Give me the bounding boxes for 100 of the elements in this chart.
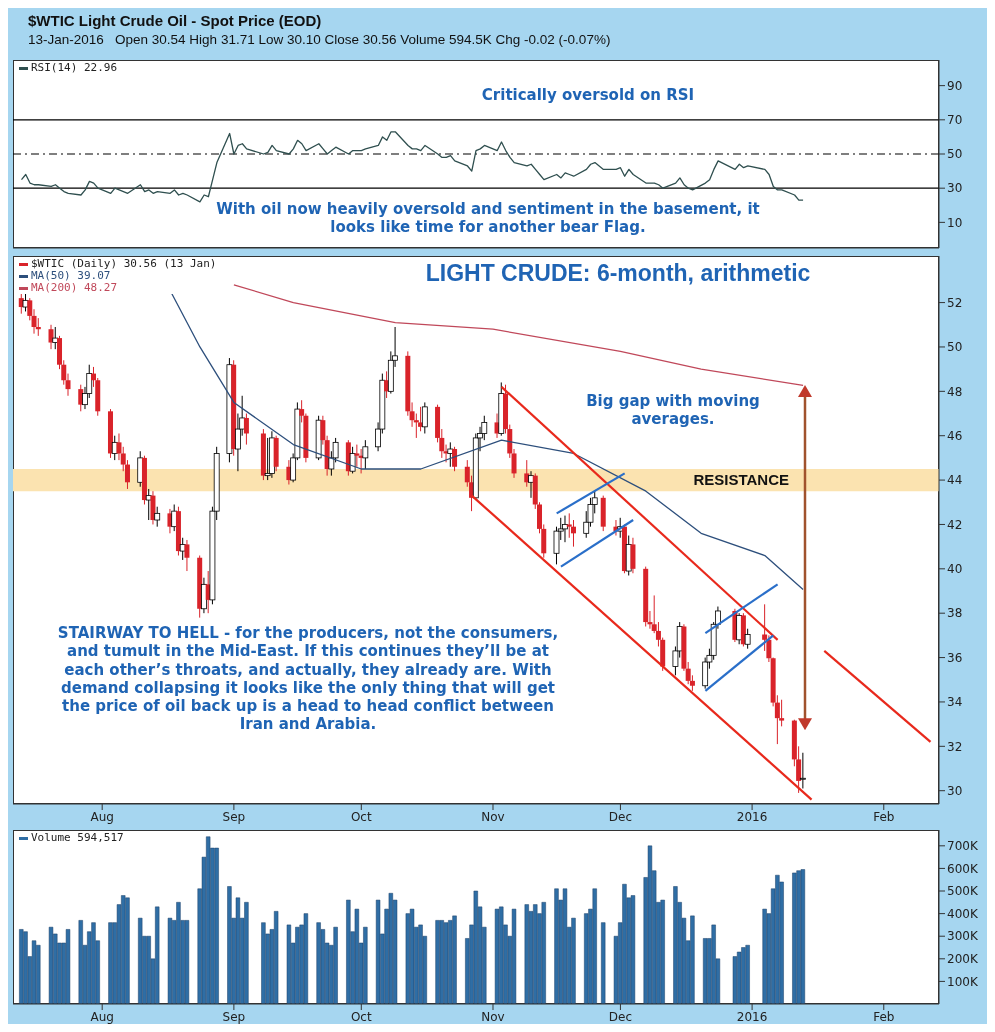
bar — [741, 947, 746, 1004]
bar — [65, 929, 71, 1004]
bar — [800, 869, 806, 1004]
candlestick — [452, 446, 458, 472]
candlestick — [447, 441, 454, 468]
legend-label: RSI(14) 22.96 — [31, 61, 118, 74]
candlestick — [799, 752, 806, 789]
bar — [48, 926, 54, 1004]
y-tick-label: 700K — [947, 839, 979, 854]
candlestick — [421, 401, 428, 434]
bar — [19, 929, 24, 1004]
bar — [673, 886, 678, 1004]
y-tick-label: 500K — [947, 884, 979, 899]
bar — [375, 899, 381, 1004]
bar — [622, 883, 627, 1004]
candlestick — [154, 506, 161, 528]
y-tick-label: 600K — [947, 861, 979, 876]
bar — [775, 874, 780, 1004]
x-tick-label: Nov — [481, 809, 505, 824]
bar — [176, 902, 181, 1004]
bar — [214, 847, 219, 1004]
x-tick-label: Aug — [90, 1009, 114, 1024]
y-tick-label: 38 — [947, 606, 963, 621]
bar — [273, 911, 279, 1004]
bar — [647, 845, 653, 1004]
x-tick-label: Nov — [481, 1009, 505, 1024]
y-tick-label: 30 — [947, 783, 963, 798]
chart-subtitle: 13-Jan-2016 Open 30.54 High 31.71 Low 30.10 Close 30.56 Volume 594.5K Chg -0.02 (-0.07%) — [28, 32, 611, 47]
bar — [363, 926, 368, 1004]
chart-title: LIGHT CRUDE: 6-month, arithmetic — [424, 260, 812, 287]
bar — [592, 888, 597, 1004]
candlestick — [116, 432, 122, 461]
x-tick-label: 2016 — [736, 809, 768, 824]
band-label: RESISTANCE — [693, 471, 789, 489]
bar — [184, 920, 190, 1004]
legend-label: MA(50) 39.07 — [31, 269, 111, 282]
annotation: Critically oversold on RSI — [480, 86, 696, 105]
bar — [227, 886, 232, 1004]
candlestick — [562, 515, 568, 543]
y-tick-label: 46 — [947, 428, 963, 443]
y-tick-label: 36 — [947, 650, 963, 665]
bar — [333, 926, 338, 1004]
bar — [690, 915, 695, 1004]
bar — [146, 935, 151, 1004]
bar — [31, 940, 37, 1004]
y-tick-label: 30 — [947, 181, 963, 196]
y-tick-label: 200K — [947, 952, 979, 967]
x-tick-label: Dec — [608, 809, 633, 824]
bar — [91, 922, 96, 1004]
candlestick — [744, 628, 751, 650]
y-tick-label: 50 — [947, 147, 963, 162]
y-tick-label: 10 — [947, 215, 963, 230]
bar — [711, 924, 716, 1004]
bar — [138, 917, 143, 1004]
y-tick-label: 90 — [947, 78, 963, 93]
bar — [511, 908, 517, 1004]
bar — [235, 897, 241, 1004]
x-tick-label: Oct — [350, 1009, 372, 1024]
line-series — [20, 131, 804, 203]
bar — [295, 926, 300, 1004]
bar — [435, 920, 440, 1004]
x-tick-label: Feb — [873, 809, 895, 824]
bar — [554, 888, 559, 1004]
bar — [439, 920, 444, 1004]
x-tick-label: Oct — [350, 809, 372, 824]
x-tick-label: Feb — [873, 1009, 895, 1024]
bar — [354, 908, 360, 1004]
legend-label: Volume 594,517 — [31, 831, 124, 844]
y-tick-label: 34 — [947, 695, 963, 710]
bar — [452, 915, 457, 1004]
bar — [541, 902, 546, 1004]
bar — [346, 899, 351, 1004]
x-tick-label: Sep — [222, 1009, 246, 1024]
bar — [494, 908, 500, 1004]
y-tick-label: 100K — [947, 974, 979, 989]
chart-title: $WTIC Light Crude Oil - Spot Price (EOD) — [28, 12, 322, 29]
x-tick-label: Dec — [608, 1009, 633, 1024]
legend-label: MA(200) 48.27 — [31, 281, 118, 294]
legend-label: $WTIC (Daily) 30.56 (13 Jan) — [31, 257, 217, 270]
y-tick-label: 70 — [947, 113, 963, 128]
candlestick — [362, 439, 369, 470]
bar — [108, 922, 113, 1004]
bar — [418, 924, 423, 1004]
bar — [409, 908, 415, 1004]
bar — [261, 922, 266, 1004]
y-tick-label: 52 — [947, 295, 963, 310]
bar — [167, 917, 173, 1004]
bar — [792, 872, 797, 1004]
bar — [745, 945, 750, 1004]
bar — [286, 924, 292, 1004]
bar — [524, 904, 529, 1004]
bar — [796, 870, 801, 1004]
bar — [562, 888, 568, 1004]
y-tick-label: 40 — [947, 562, 963, 577]
bar — [244, 902, 249, 1004]
bar — [703, 938, 708, 1004]
x-tick-label: 2016 — [736, 1009, 768, 1024]
bar — [660, 899, 665, 1004]
bar — [316, 922, 321, 1004]
x-tick-label: Aug — [90, 809, 114, 824]
